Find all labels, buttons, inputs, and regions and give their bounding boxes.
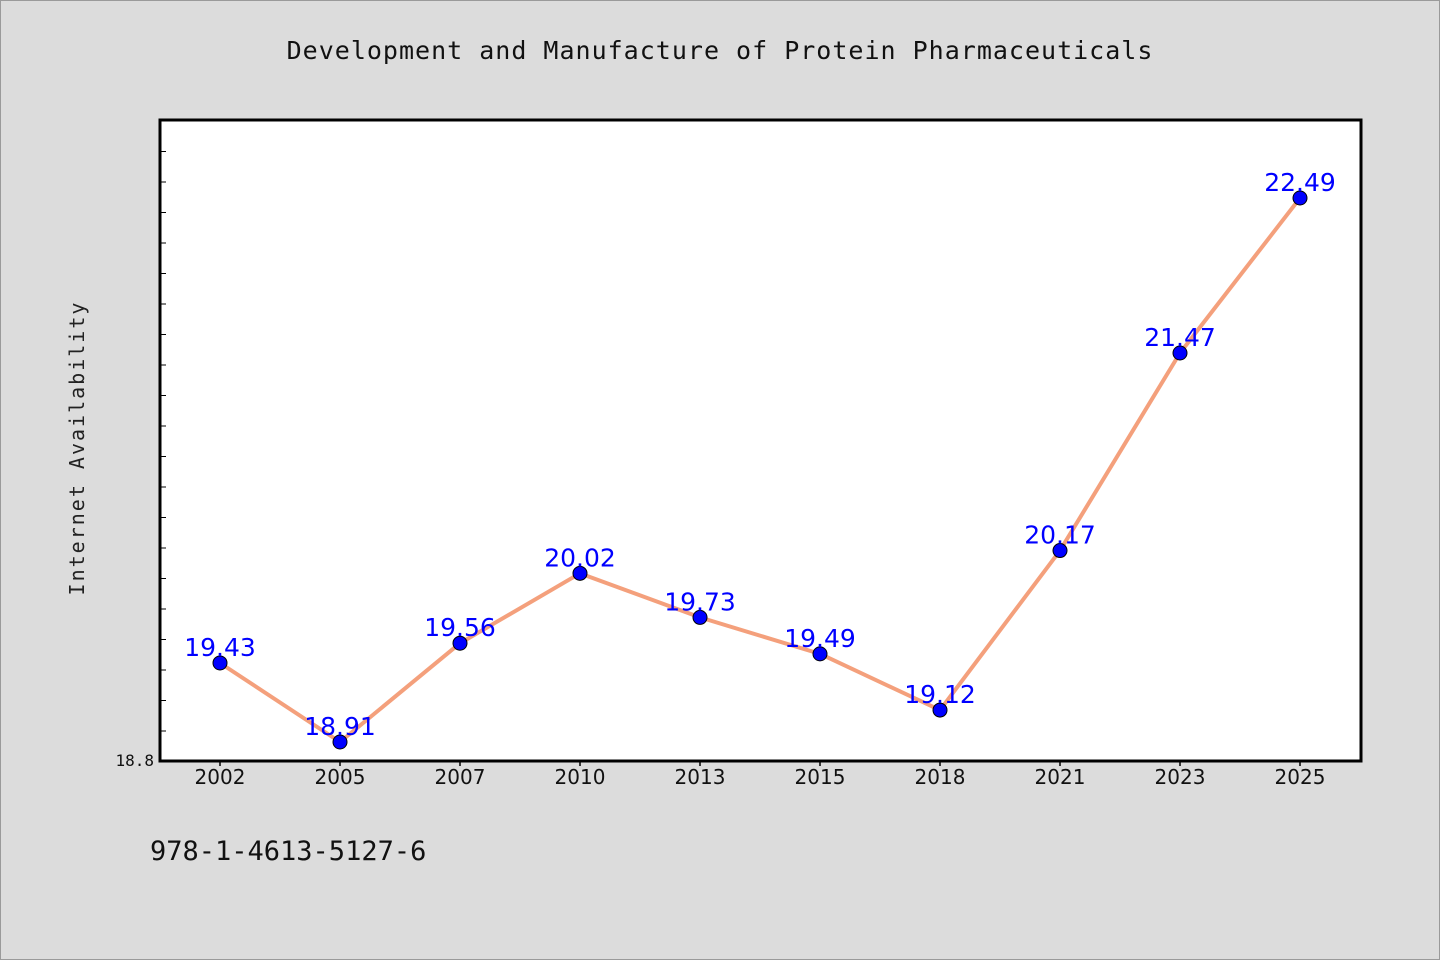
- data-label: 19.43: [184, 633, 256, 662]
- data-label: 21.47: [1144, 323, 1216, 352]
- plot-area: [158, 118, 1363, 763]
- series-line: [218, 196, 1302, 744]
- data-label: 20.17: [1024, 521, 1096, 550]
- x-tick-label: 2015: [795, 765, 846, 789]
- data-label: 19.12: [904, 680, 976, 709]
- data-label: 19.56: [424, 613, 496, 642]
- chart-title: Development and Manufacture of Protein P…: [286, 36, 1154, 65]
- x-tick-label: 2005: [315, 765, 366, 789]
- x-tick-label: 2007: [435, 765, 486, 789]
- data-point: [932, 702, 948, 718]
- x-tick-label: 2013: [675, 765, 726, 789]
- data-label: 19.49: [784, 624, 856, 653]
- data-point: [332, 734, 348, 750]
- data-label: 18.91: [304, 712, 376, 741]
- x-tick-label: 2023: [1155, 765, 1206, 789]
- data-label: 22.49: [1264, 168, 1336, 197]
- x-tick-label: 2002: [195, 765, 246, 789]
- data-point: [1292, 190, 1308, 206]
- data-point: [572, 565, 588, 581]
- isbn-text: 978-1-4613-5127-6: [150, 836, 427, 867]
- x-tick-label: 2010: [555, 765, 606, 789]
- data-label: 20.02: [544, 543, 616, 572]
- y-tick-label: 18.8: [115, 751, 154, 770]
- data-point: [1172, 345, 1188, 361]
- data-point: [1052, 543, 1068, 559]
- data-label: 19.73: [664, 587, 736, 616]
- data-point: [452, 635, 468, 651]
- x-tick-label: 2021: [1035, 765, 1086, 789]
- data-point: [812, 646, 828, 662]
- data-point: [212, 655, 228, 671]
- data-point: [692, 609, 708, 625]
- x-tick-label: 2025: [1275, 765, 1326, 789]
- x-tick-label: 2018: [915, 765, 966, 789]
